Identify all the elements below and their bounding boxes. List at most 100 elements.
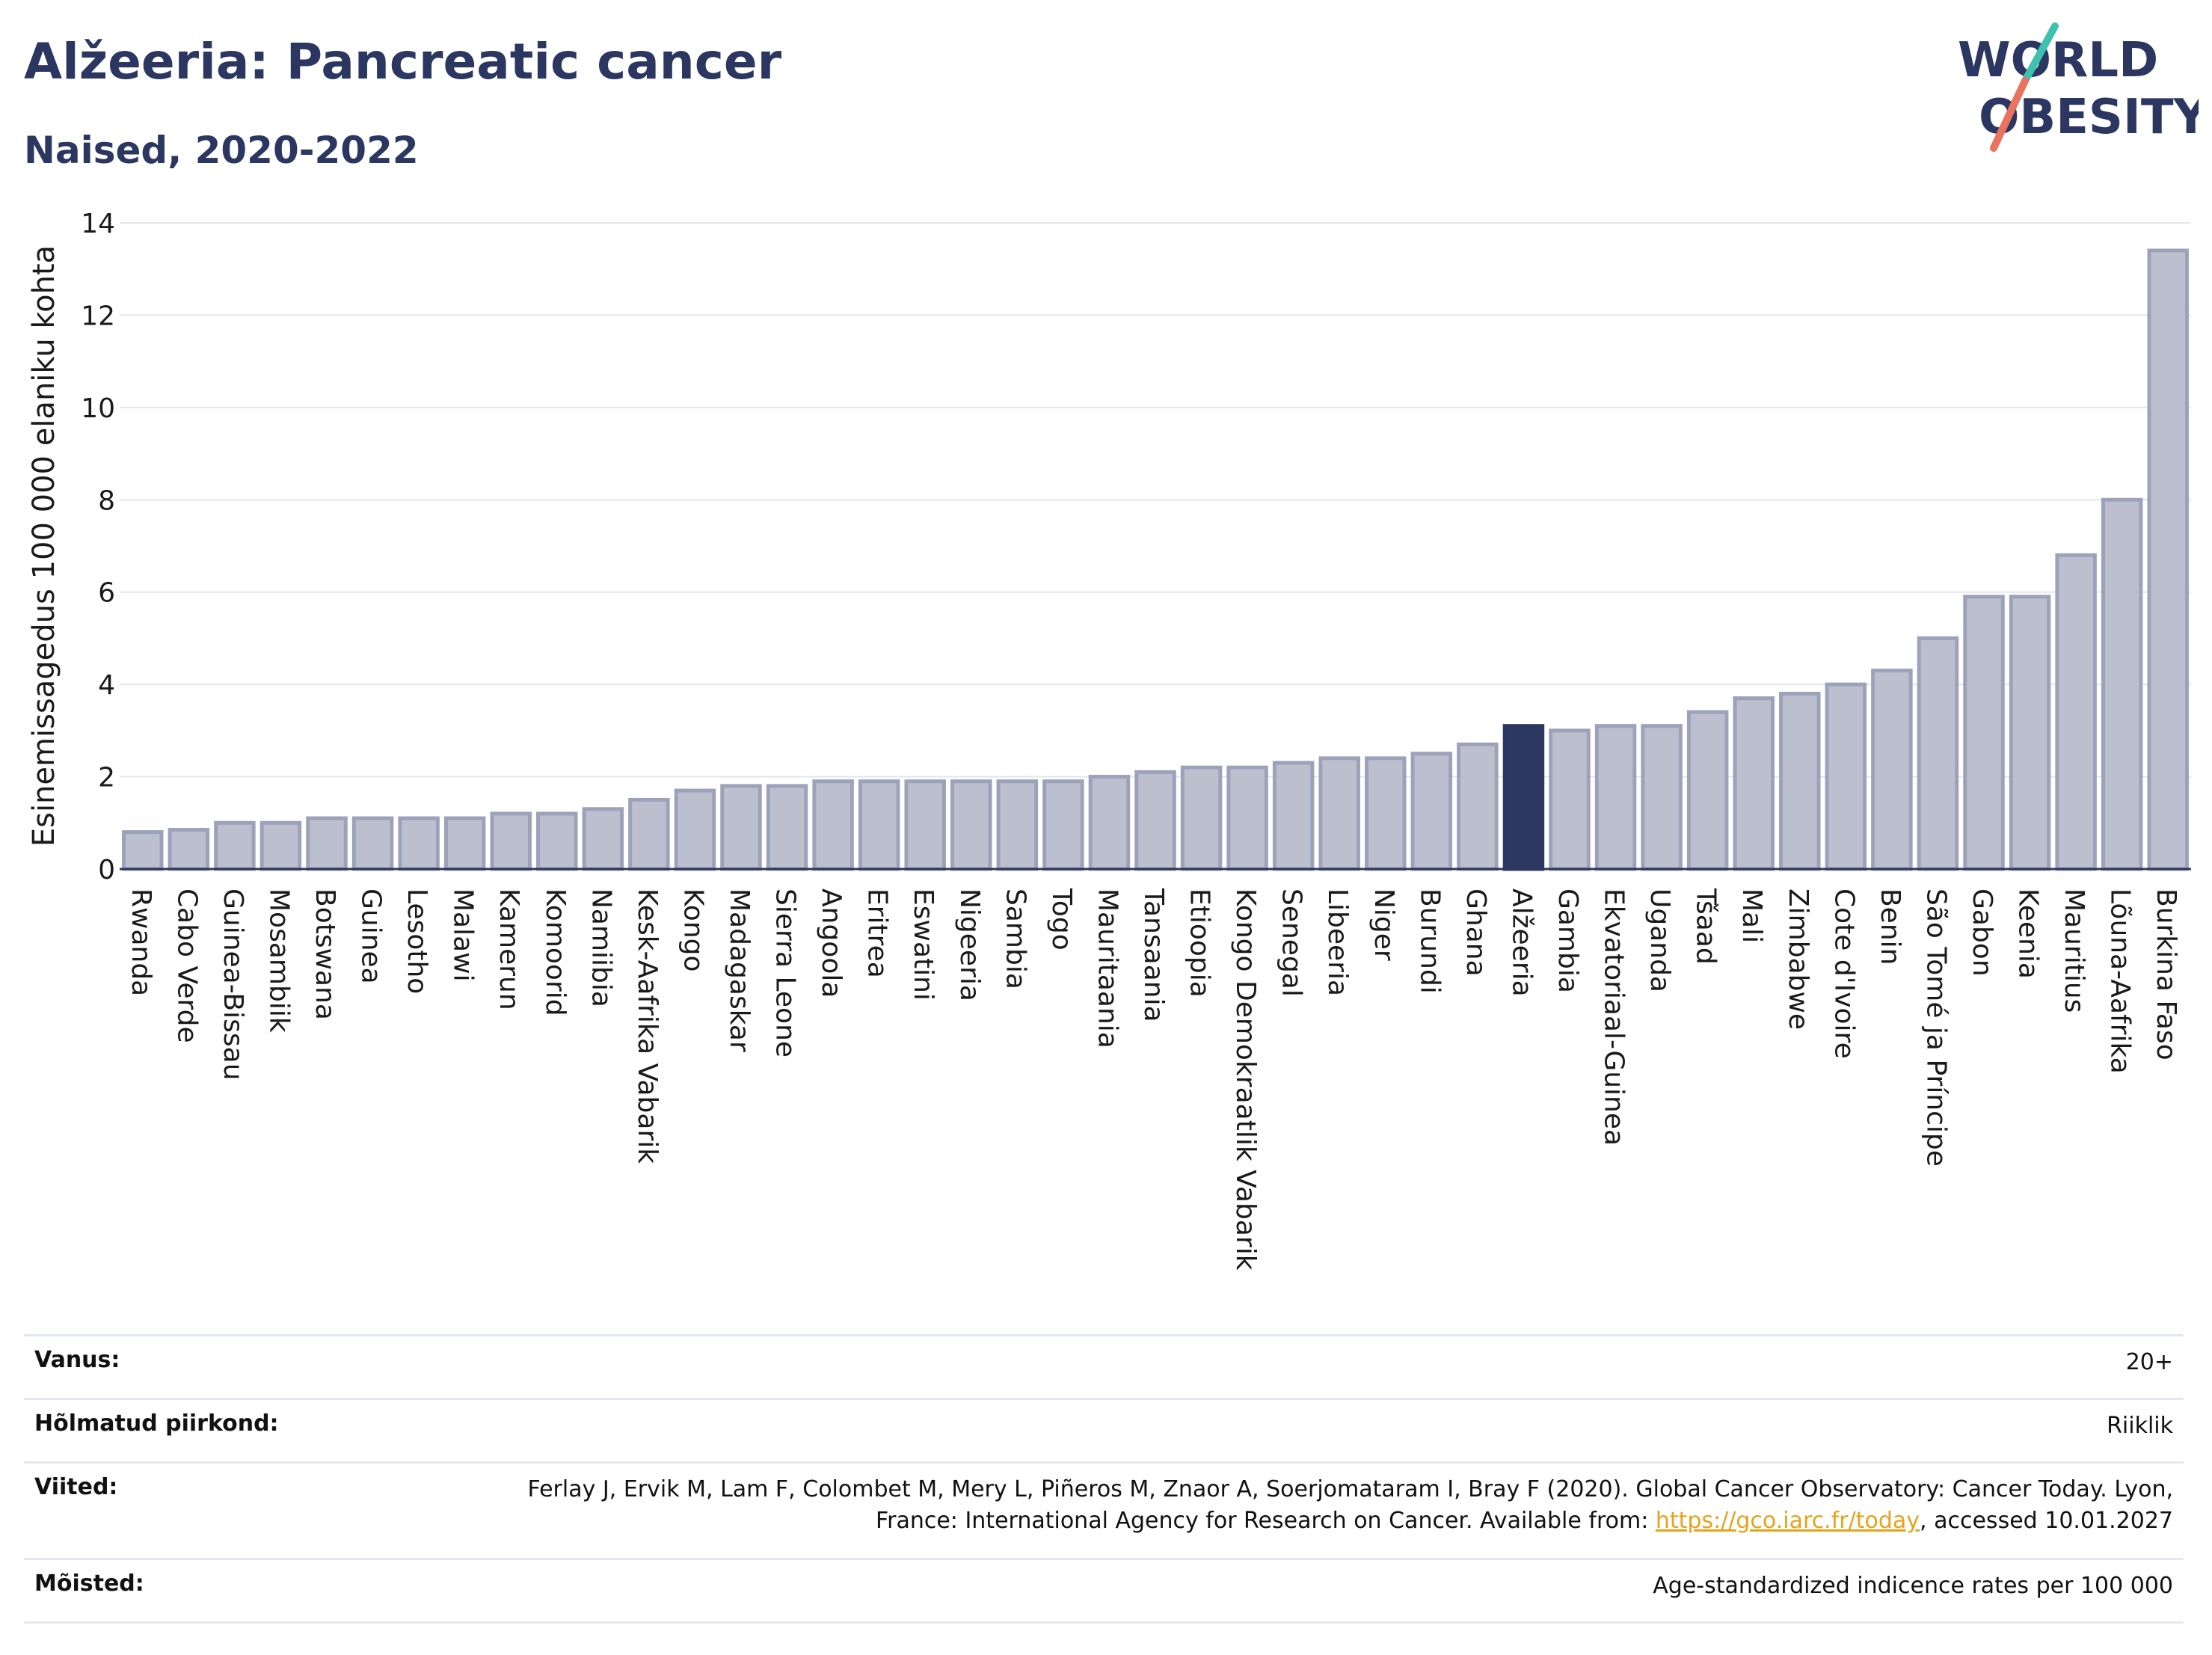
bar (1134, 770, 1176, 871)
bar (1871, 669, 1913, 871)
bar (628, 797, 670, 871)
bar (306, 816, 348, 871)
logo-line1: WORLD (1958, 33, 2158, 88)
x-tick-label: Niger (1368, 888, 1399, 961)
bar (1963, 595, 2005, 871)
info-row-age: Vanus: 20+ (24, 1334, 2184, 1400)
references-suffix: , accessed 10.01.2027 (1920, 1508, 2173, 1534)
x-tick-label: Mali (1736, 888, 1767, 943)
page-title: Alžeeria: Pancreatic cancer (24, 33, 782, 90)
x-tick-label: Komoorid (540, 888, 571, 1016)
bar (904, 779, 946, 871)
x-tick-label: Malawi (448, 888, 479, 982)
x-tick-label: Mauritaania (1092, 888, 1122, 1048)
y-tick-label: 0 (98, 855, 115, 885)
y-tick-label: 2 (98, 763, 115, 793)
bar (1365, 756, 1407, 871)
x-tick-label: Keenia (2013, 888, 2044, 979)
x-tick-label: Guinea (356, 888, 387, 984)
x-tick-label: Togo (1046, 888, 1077, 951)
bar (1410, 752, 1453, 871)
x-tick-label: Lõuna-Aafrika (2105, 888, 2136, 1074)
x-tick-label: Mauritius (2059, 888, 2089, 1013)
region-label: Hõlmatud piirkond: (24, 1398, 494, 1464)
x-tick-label: Madagaskar (724, 888, 755, 1052)
bar (950, 779, 992, 871)
x-tick-label: Libeeria (1322, 888, 1353, 996)
bar (1686, 710, 1729, 871)
bar (398, 816, 440, 871)
bar (1641, 724, 1683, 871)
info-row-region: Hõlmatud piirkond: Riiklik (24, 1398, 2184, 1464)
bar (1917, 636, 1959, 871)
bar (1457, 742, 1499, 871)
bar (1549, 728, 1591, 871)
bar-highlight (1502, 724, 1545, 871)
x-tick-label: Tšaad (1691, 888, 1721, 965)
x-tick-label: Eswatini (908, 888, 938, 1001)
bar-chart: 0 2 4 6 8 10 12 14 Rwanda Cabo Verde Guinea-Bissa… (27, 209, 2191, 1271)
x-tick-label: Senegal (1276, 888, 1307, 997)
bar (1733, 696, 1775, 871)
info-row-references: Viited: Ferlay J, Ervik M, Lam F, Colomb… (24, 1461, 2184, 1560)
x-tick-label: Cote d'Ivoire (1828, 888, 1859, 1059)
bar (2101, 497, 2143, 871)
x-tick-label: Angoola (816, 888, 847, 998)
x-tick-label: Ghana (1460, 888, 1491, 977)
x-tick-label: São Tomé ja Príncipe (1920, 888, 1951, 1167)
world-obesity-logo: WORLD OBESITY (1958, 22, 2199, 152)
references-value: Ferlay J, Ervik M, Lam F, Colombet M, Me… (494, 1461, 2184, 1560)
bar (812, 779, 854, 871)
bar (766, 784, 808, 871)
x-tick-label: Alžeeria (1506, 888, 1537, 997)
bar (122, 830, 164, 871)
x-tick-label: Burundi (1414, 888, 1445, 994)
x-tick-label: Kamerun (494, 888, 524, 1010)
x-tick-label: Namiibia (586, 888, 616, 1007)
definitions-label: Mõisted: (24, 1558, 494, 1624)
bar (1594, 724, 1637, 871)
bar (1088, 775, 1131, 871)
bar (1825, 682, 1867, 871)
x-tick-label: Etioopia (1185, 888, 1215, 998)
x-tick-labels: Rwanda Cabo Verde Guinea-Bissau Mosambiik Bo… (126, 888, 2181, 1271)
x-tick-label: Ekvatoriaal-Guinea (1599, 888, 1629, 1146)
x-tick-label: Kongo Demokraatlik Vabarik (1230, 888, 1261, 1271)
x-tick-label: Uganda (1644, 888, 1675, 992)
x-tick-label: Mosambiik (263, 888, 294, 1033)
y-tick-label: 12 (81, 301, 115, 331)
bar (858, 779, 900, 871)
logo-slash-coral (1990, 77, 2029, 152)
bar (2055, 553, 2097, 871)
x-tick-label: Burkina Faso (2151, 888, 2181, 1060)
bar (214, 820, 256, 871)
bar (1779, 691, 1821, 871)
bar (351, 816, 394, 871)
y-tick-label: 14 (81, 209, 115, 239)
x-tick-label: Kongo (678, 888, 708, 972)
y-tick-label: 6 (98, 578, 115, 609)
x-tick-label: Benin (1875, 888, 1905, 965)
bar (1042, 779, 1084, 871)
x-tick-label: Botswana (310, 888, 340, 1020)
page-subtitle: Naised, 2020-2022 (24, 129, 419, 172)
bar (259, 820, 302, 871)
references-text: Ferlay J, Ervik M, Lam F, Colombet M, Me… (527, 1476, 2173, 1534)
y-axis-label: Esinemissagedus 100 000 elaniku kohta (27, 245, 61, 847)
bar (1226, 765, 1268, 871)
bar (443, 816, 486, 871)
region-value: Riiklik (494, 1398, 2184, 1464)
x-tick-label: Eritrea (862, 888, 893, 978)
bar (2147, 248, 2189, 871)
x-tick-label: Rwanda (126, 888, 156, 996)
references-link[interactable]: https://gco.iarc.fr/today (1655, 1508, 1920, 1534)
x-tick-label: Kesk-Aafrika Vabarik (632, 888, 663, 1164)
x-tick-label: Sierra Leone (770, 888, 801, 1057)
bar (536, 811, 578, 871)
bar (1180, 765, 1223, 871)
bar (674, 788, 716, 871)
x-tick-label: Guinea-Bissau (218, 888, 248, 1081)
references-label: Viited: (24, 1461, 494, 1560)
x-tick-label: Lesotho (402, 888, 432, 994)
x-tick-label: Cabo Verde (171, 888, 202, 1043)
